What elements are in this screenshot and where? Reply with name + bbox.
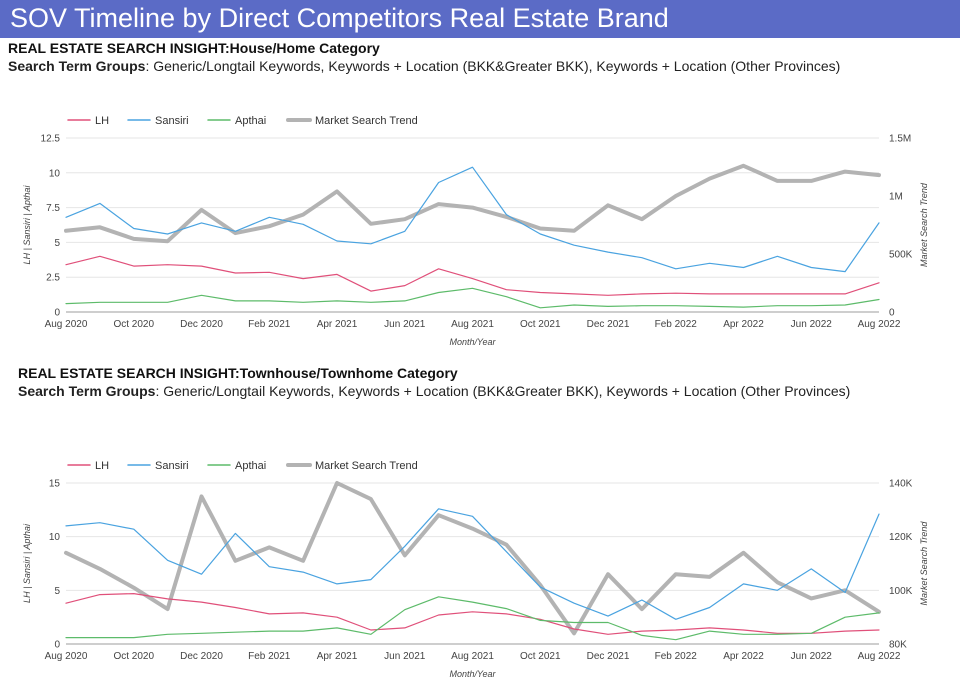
legend-label: Apthai — [235, 460, 266, 472]
legend-label: LH — [95, 460, 109, 472]
x-tick-label: Feb 2022 — [655, 651, 698, 662]
y-tick-label: 15 — [49, 479, 61, 490]
y-tick-label: 10 — [49, 532, 61, 543]
y-tick-label: 7.5 — [46, 203, 60, 214]
series-line-lh — [65, 255, 880, 296]
y2-tick-label: 100K — [889, 586, 913, 597]
y-axis-title: LH | Sansiri | Apthai — [22, 523, 32, 603]
section1-groups: Search Term Groups: Generic/Longtail Key… — [8, 58, 840, 74]
x-tick-label: Apr 2022 — [723, 651, 764, 662]
y2-tick-label: 80K — [889, 640, 907, 651]
page-title-banner: SOV Timeline by Direct Competitors Real … — [0, 0, 960, 38]
legend-label: Sansiri — [155, 115, 189, 127]
x-tick-label: Feb 2021 — [248, 319, 291, 330]
series-line-lh — [65, 593, 880, 635]
x-tick-label: Oct 2021 — [520, 319, 561, 330]
page-title: SOV Timeline by Direct Competitors Real … — [10, 3, 669, 33]
legend-label: Market Search Trend — [315, 460, 418, 472]
x-tick-label: Dec 2020 — [180, 319, 223, 330]
section2-groups: Search Term Groups: Generic/Longtail Key… — [18, 383, 850, 399]
series-line-market-search-trend — [64, 163, 881, 244]
y-tick-label: 5 — [54, 238, 60, 249]
section2-heading: REAL ESTATE SEARCH INSIGHT:Townhouse/Tow… — [18, 365, 458, 381]
x-tick-label: Aug 2021 — [451, 651, 494, 662]
x-tick-label: Apr 2021 — [317, 319, 358, 330]
x-tick-label: Jun 2021 — [384, 651, 426, 662]
y2-tick-label: 140K — [889, 479, 913, 490]
townhouse-category-chart: 0 5 10 15 80K 100K 120K 140K Aug 2020 Oct 2020 Dec… — [22, 460, 929, 679]
x-tick-label: Apr 2021 — [317, 651, 358, 662]
x-tick-label: Oct 2020 — [113, 319, 154, 330]
legend-label: Sansiri — [155, 460, 189, 472]
section2-groups-text: : Generic/Longtail Keywords, Keywords + … — [155, 383, 851, 399]
y-tick-label: 2.5 — [46, 273, 60, 284]
y2-axis-title: Market Search Trend — [919, 182, 929, 267]
series-line-sansiri — [65, 508, 880, 620]
x-tick-label: Feb 2021 — [248, 651, 291, 662]
series-line-apthai — [65, 596, 880, 641]
x-tick-label: Oct 2020 — [113, 651, 154, 662]
x-tick-label: Aug 2021 — [451, 319, 494, 330]
y-tick-label: 10 — [49, 168, 61, 179]
legend-label: Apthai — [235, 115, 266, 127]
x-tick-label: Aug 2020 — [45, 319, 88, 330]
x-tick-label: Apr 2022 — [723, 319, 764, 330]
x-axis-title: Month/Year — [449, 337, 496, 347]
y2-tick-label: 120K — [889, 532, 913, 543]
y2-tick-label: 1.5M — [889, 134, 911, 145]
x-tick-label: Jun 2022 — [791, 651, 833, 662]
x-tick-label: Aug 2020 — [45, 651, 88, 662]
y2-axis-title: Market Search Trend — [919, 521, 929, 606]
series-line-apthai — [65, 287, 880, 309]
y-tick-label: 0 — [54, 640, 60, 651]
x-tick-label: Dec 2020 — [180, 651, 223, 662]
legend-label: LH — [95, 115, 109, 127]
y2-tick-label: 0 — [889, 308, 895, 319]
x-tick-label: Dec 2021 — [587, 319, 630, 330]
legend-label: Market Search Trend — [315, 115, 418, 127]
x-tick-label: Jun 2021 — [384, 319, 426, 330]
section1-groups-text: : Generic/Longtail Keywords, Keywords + … — [145, 58, 841, 74]
x-tick-label: Jun 2022 — [791, 319, 833, 330]
x-axis-title: Month/Year — [449, 669, 496, 679]
x-tick-label: Feb 2022 — [655, 319, 698, 330]
x-tick-label: Aug 2022 — [858, 319, 901, 330]
y-tick-label: 12.5 — [41, 134, 61, 145]
y-axis-title: LH | Sansiri | Apthai — [22, 185, 32, 265]
x-tick-label: Oct 2021 — [520, 651, 561, 662]
series-line-market-search-trend — [64, 481, 881, 636]
house-category-chart: 0 2.5 5 7.5 10 12.5 0 500K 1M 1.5M Aug 2020 Oct 202… — [22, 115, 929, 347]
section2-groups-label: Search Term Groups — [18, 383, 156, 399]
section1-groups-label: Search Term Groups — [8, 58, 146, 74]
x-tick-label: Dec 2021 — [587, 651, 630, 662]
section1-heading: REAL ESTATE SEARCH INSIGHT:House/Home Ca… — [8, 40, 380, 56]
y2-tick-label: 500K — [889, 250, 913, 261]
series-line-sansiri — [65, 166, 880, 273]
x-tick-label: Aug 2022 — [858, 651, 901, 662]
y-tick-label: 0 — [54, 308, 60, 319]
y2-tick-label: 1M — [889, 192, 903, 203]
y-tick-label: 5 — [54, 586, 60, 597]
